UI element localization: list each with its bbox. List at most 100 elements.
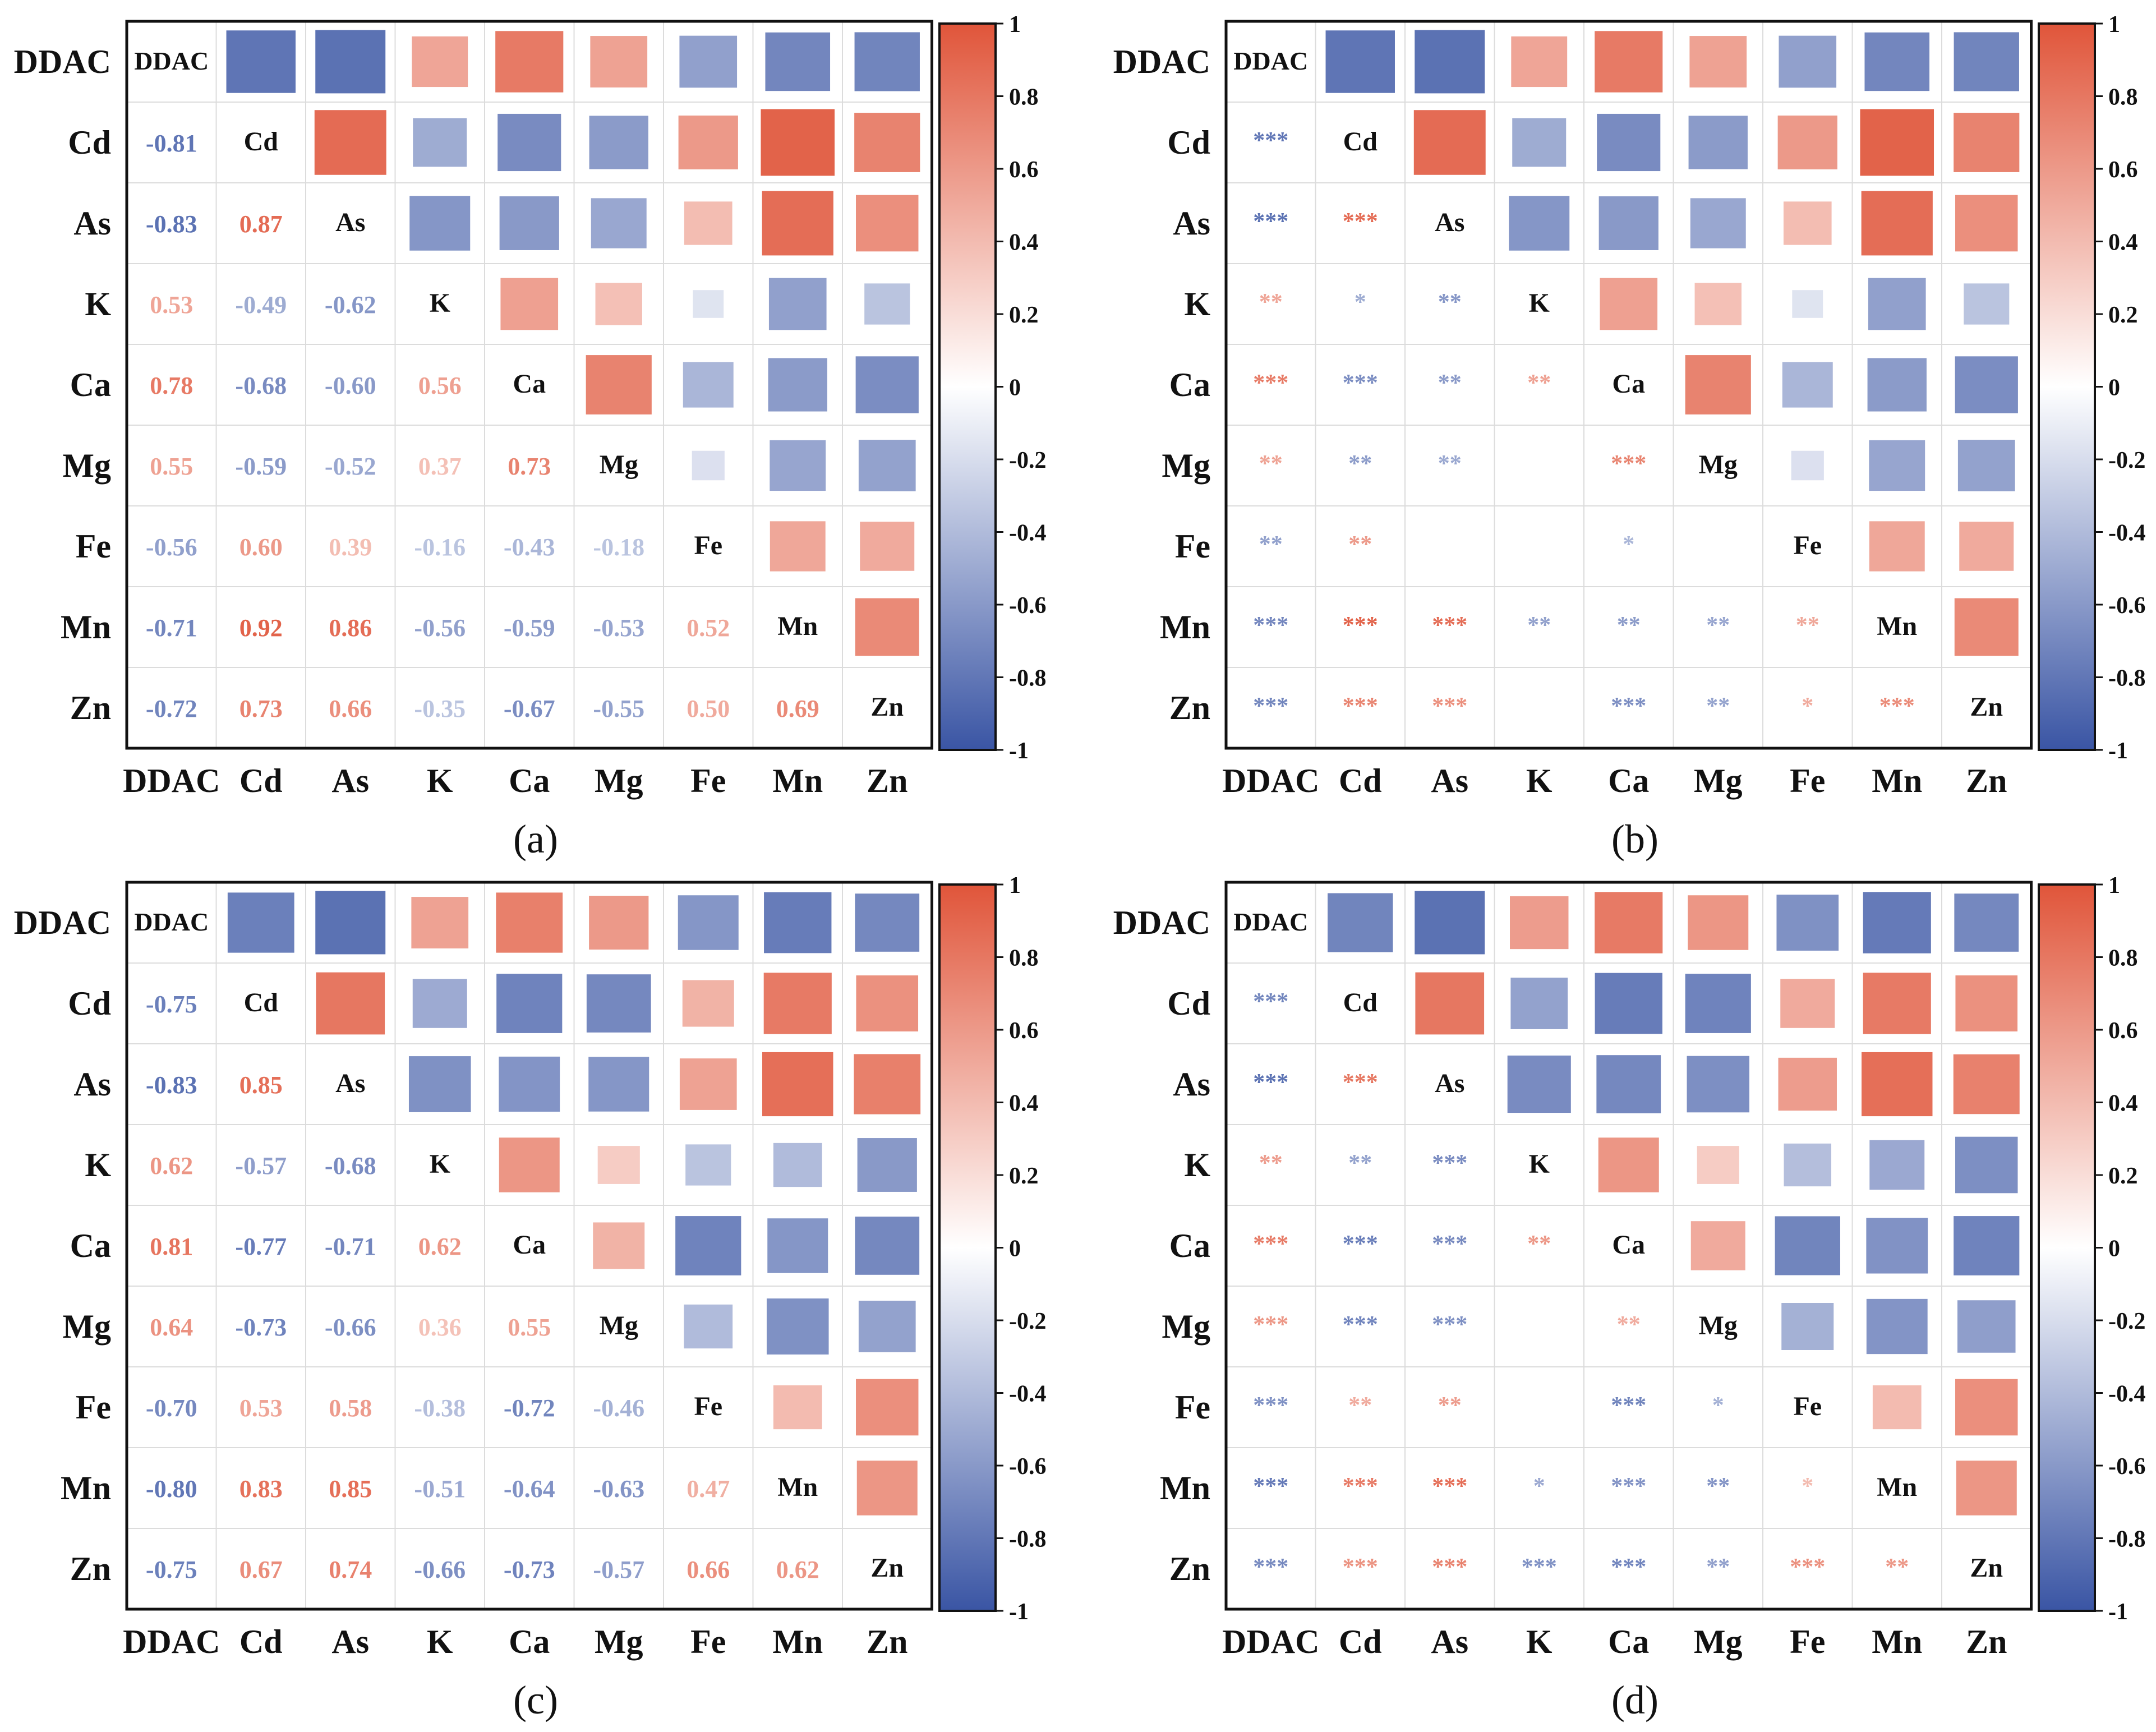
coefficient-label: -0.49 xyxy=(235,291,287,319)
coefficient-label: 0.50 xyxy=(687,695,730,722)
significance-label: *** xyxy=(1343,612,1378,638)
cell-square-ddac-k xyxy=(1511,36,1568,87)
cell-square-ca-mn xyxy=(768,358,827,412)
colorbar-tick-label: 0.6 xyxy=(2108,157,2138,183)
colorbar-tick-label: -0.8 xyxy=(2108,666,2146,692)
cell-square-ca-zn xyxy=(1954,1216,2020,1275)
significance-label: *** xyxy=(1611,1473,1646,1499)
colorbar-tick-label: 1 xyxy=(2108,873,2120,899)
cell-square-mn-zn xyxy=(1956,1461,2017,1516)
significance-label: *** xyxy=(1343,1473,1378,1499)
cell-square-mg-fe xyxy=(684,1304,733,1349)
column-label-k: K xyxy=(427,762,453,799)
cell-square-k-zn xyxy=(1955,1136,2018,1194)
colorbar-tick-label: 0.6 xyxy=(1009,157,1039,183)
coefficient-label: 0.73 xyxy=(239,695,283,722)
coefficient-label: 0.62 xyxy=(150,1152,193,1180)
cell-square-cd-as xyxy=(1415,972,1485,1035)
colorbar-tick-label: -0.6 xyxy=(1009,1454,1047,1480)
row-label-mn: Mn xyxy=(61,609,111,646)
coefficient-label: -0.80 xyxy=(146,1475,197,1503)
colorbar-tick-label: -0.6 xyxy=(2108,1454,2146,1480)
significance-label: *** xyxy=(1432,1231,1467,1257)
cell-square-ddac-mn xyxy=(1864,32,1930,91)
coefficient-label: 0.66 xyxy=(687,1556,730,1583)
cell-square-ca-fe xyxy=(683,362,734,408)
column-label-as: As xyxy=(1431,1623,1468,1660)
significance-label: *** xyxy=(1343,209,1378,234)
cell-square-as-zn xyxy=(854,1054,921,1114)
cell-square-ddac-zn xyxy=(1954,32,2019,91)
cell-square-k-ca xyxy=(1598,1137,1659,1192)
panel-label: (b) xyxy=(1611,817,1659,862)
cell-square-fe-mn xyxy=(1869,521,1925,572)
significance-label: ** xyxy=(1348,451,1372,477)
heatmap-panel-a: DDAC-0.81 Cd-0.83 0.87 As0.53 -0.49 -0.62 K0.7… xyxy=(14,12,1047,862)
cell-square-cd-as xyxy=(316,972,385,1035)
significance-label: *** xyxy=(1432,1554,1467,1580)
diagonal-label: Cd xyxy=(244,127,279,156)
diagonal-label: Mg xyxy=(600,1311,638,1341)
cell-square-cd-fe xyxy=(1780,979,1835,1028)
column-label-mg: Mg xyxy=(1694,1623,1743,1660)
diagonal-label: Zn xyxy=(1970,692,2003,722)
coefficient-label: -0.64 xyxy=(504,1475,555,1503)
cell-square-as-fe xyxy=(684,201,733,245)
row-label-mg: Mg xyxy=(1162,1308,1210,1345)
heatmap-panel-d: DDAC*** Cd*** *** As** ** *** K*** *** *** ** Ca**… xyxy=(1113,873,2146,1722)
cell-square-as-mn xyxy=(1862,1052,1933,1117)
coefficient-label: 0.62 xyxy=(776,1556,819,1583)
panel-label: (a) xyxy=(513,817,558,862)
cell-square-cd-ca xyxy=(496,974,563,1033)
diagonal-label: Mn xyxy=(777,611,818,641)
significance-label: *** xyxy=(1253,989,1288,1015)
coefficient-label: -0.77 xyxy=(235,1233,287,1260)
colorbar-tick-label: -1 xyxy=(1009,1599,1029,1625)
significance-label: * xyxy=(1712,1393,1724,1418)
cell-square-k-ca xyxy=(1600,278,1658,330)
heatmap-frame xyxy=(1224,881,2033,1611)
heatmap-frame xyxy=(125,881,933,1611)
cell-square-k-mn xyxy=(768,278,827,330)
cell-square-as-ca xyxy=(1598,196,1659,250)
colorbar-tick-label: -0.2 xyxy=(1009,1309,1047,1334)
cell-square-ddac-fe xyxy=(1779,35,1837,88)
coefficient-label: 0.53 xyxy=(150,291,193,319)
cell-square-fe-mn xyxy=(773,1385,822,1430)
cell-square-ddac-k xyxy=(412,36,468,87)
cell-square-ddac-cd xyxy=(227,892,294,953)
cell-square-as-mg xyxy=(588,1057,649,1112)
column-label-ca: Ca xyxy=(1608,1623,1649,1660)
row-label-fe: Fe xyxy=(76,528,111,565)
diagonal-label: Mn xyxy=(1877,611,1917,641)
significance-label: *** xyxy=(1343,1231,1378,1257)
cell-square-k-mg xyxy=(1697,1146,1739,1184)
colorbar-tick-label: 0.8 xyxy=(1009,946,1039,971)
diagonal-label: DDAC xyxy=(1233,908,1308,936)
column-label-zn: Zn xyxy=(1966,762,2007,799)
colorbar-tick-label: 0.8 xyxy=(2108,946,2138,971)
cell-square-cd-ca xyxy=(1595,973,1662,1034)
cell-square-ddac-fe xyxy=(679,35,738,88)
cell-square-ddac-cd xyxy=(1325,30,1395,93)
coefficient-label: -0.72 xyxy=(504,1394,555,1422)
column-label-cd: Cd xyxy=(239,762,283,799)
column-label-mn: Mn xyxy=(772,1623,823,1660)
cell-square-cd-fe xyxy=(678,116,738,169)
coefficient-label: -0.68 xyxy=(235,372,287,399)
diagonal-label: As xyxy=(335,208,365,237)
diagonal-label: Fe xyxy=(694,1392,722,1421)
colorbar xyxy=(938,883,997,1612)
cell-square-ddac-as xyxy=(1415,30,1485,94)
colorbar xyxy=(2038,22,2096,751)
cell-square-cd-k xyxy=(1510,978,1568,1029)
coefficient-label: -0.66 xyxy=(414,1556,466,1583)
cell-square-cd-as xyxy=(314,110,386,175)
cell-square-cd-as xyxy=(1413,110,1486,175)
cell-square-ddac-as xyxy=(315,30,386,94)
significance-label: ** xyxy=(1438,1393,1462,1418)
significance-label: ** xyxy=(1259,1150,1283,1176)
column-label-fe: Fe xyxy=(1790,1623,1825,1660)
significance-label: *** xyxy=(1343,1070,1378,1095)
cell-square-as-fe xyxy=(1778,1057,1837,1111)
